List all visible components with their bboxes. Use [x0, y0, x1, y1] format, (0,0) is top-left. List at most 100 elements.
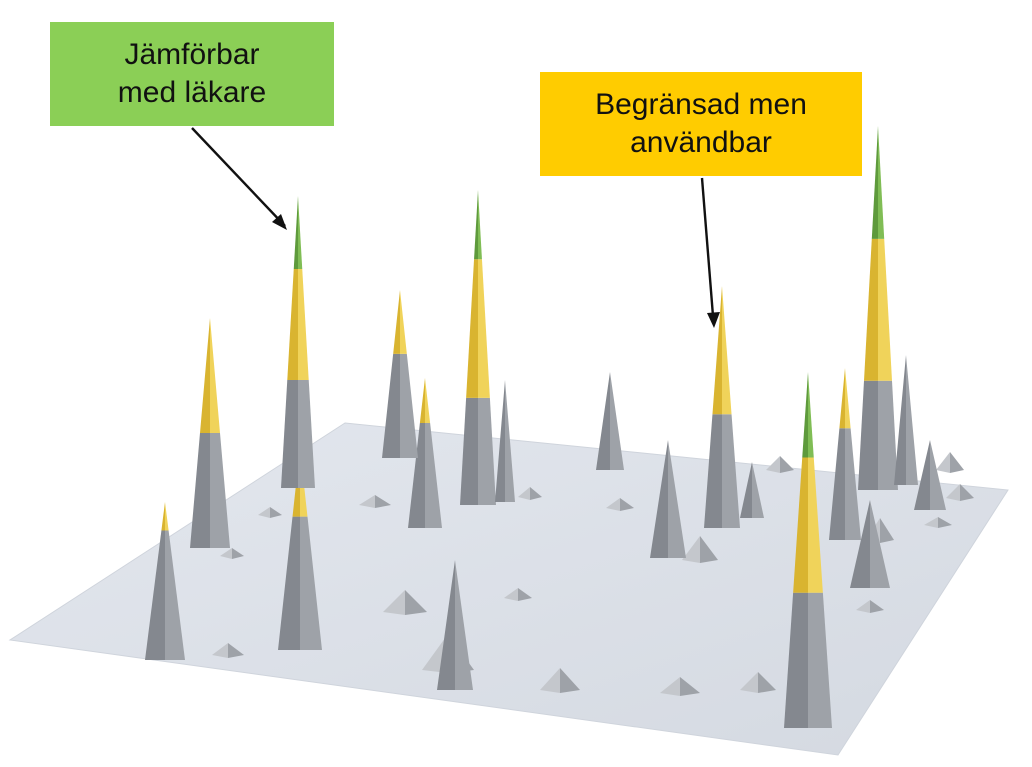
spike-gray-band-left [858, 380, 878, 490]
spike-yellow-band-left [393, 290, 400, 354]
bump-left-face [220, 548, 232, 559]
spike-gray-band-left [914, 440, 930, 510]
spike-green-band-left [293, 196, 298, 269]
spike-gray-band-right [165, 530, 185, 660]
spike-yellow-band-left [200, 318, 210, 433]
spike-gray-band-right [878, 380, 898, 490]
arrow-green-line [191, 127, 286, 227]
bump-left-face [660, 677, 680, 696]
spike-gray-band-right [906, 355, 918, 485]
spike-gray-band-left [437, 560, 455, 690]
spike-gray-band-left [650, 440, 668, 558]
spike-gray-band-right [668, 440, 686, 558]
spike-gray-band-right [400, 353, 418, 458]
bump-left-face [258, 507, 270, 518]
bump-left-face [504, 588, 518, 601]
bump-right-face [530, 487, 542, 500]
bump-left-face [212, 643, 228, 658]
spike-yellow-band-right [165, 502, 169, 531]
spike-yellow-band-left [864, 238, 878, 381]
spike-gray-band-left [281, 379, 298, 488]
bump-left-face [946, 484, 960, 501]
spike-green-band-left [474, 190, 478, 260]
spike-gray-band-right [870, 500, 890, 588]
bump-left-face [518, 487, 530, 500]
spike-gray-band-left [495, 380, 505, 502]
bump-right-face [405, 590, 427, 615]
spike-yellow-band-left [839, 368, 845, 429]
spike-gray-band-left [784, 592, 808, 728]
spike-gray-band-left [408, 423, 425, 528]
spike-gray-band-right [210, 433, 230, 548]
bump-right-face [228, 643, 244, 658]
spike-green-band-right [478, 190, 482, 260]
spike-yellow-band-right [878, 238, 892, 381]
bump-right-face [700, 536, 718, 563]
bump-left-face [936, 452, 950, 473]
spike-yellow-band-left [287, 269, 298, 380]
callout-limited-but-usable: Begränsad men användbar [540, 72, 862, 176]
bump-left-face [606, 498, 620, 511]
spike-yellow-band-right [478, 259, 490, 398]
spike-yellow-band-right [425, 378, 431, 423]
spike-gray-band-right [930, 440, 946, 510]
spike-green-band-left [802, 372, 808, 458]
spike-gray-band-left [894, 355, 906, 485]
spikes [145, 126, 946, 728]
bump-left-face [924, 517, 938, 528]
spike-gray-band-right [478, 397, 496, 505]
spike-gray-band-left [829, 428, 845, 540]
bump-left-face [856, 600, 870, 613]
spike-yellow-band-right [808, 457, 823, 593]
bump-left-face [383, 590, 405, 615]
spike-gray-band-left [382, 353, 400, 458]
spike-gray-band-left [596, 372, 610, 470]
bump-right-face [780, 456, 794, 473]
spike-yellow-band-right [722, 286, 732, 415]
arrow-green-head [272, 214, 287, 230]
spike-gray-band-left [850, 500, 870, 588]
bump-right-face [232, 548, 244, 559]
bump-right-face [960, 484, 974, 501]
spike-gray-band-left [190, 433, 210, 548]
spike-gray-band-right [300, 516, 322, 650]
arrow-yellow-line [700, 177, 715, 317]
spike-yellow-band-right [298, 269, 309, 380]
spike-gray-band-right [845, 428, 861, 540]
callout-comparable-to-doctors: Jämförbar med läkare [50, 22, 334, 126]
pointer-arrows [191, 127, 720, 328]
spike-gray-band-left [460, 397, 478, 505]
spike-gray-band-right [505, 380, 515, 502]
spike-yellow-band-left [793, 457, 808, 593]
spike-gray-band-right [425, 423, 442, 528]
spike-yellow-band-right [400, 290, 407, 354]
spike-gray-band-right [610, 372, 624, 470]
bump-right-face [270, 507, 282, 518]
spike-gray-band-right [298, 379, 315, 488]
spike-green-band-right [878, 126, 885, 239]
spike-yellow-band-left [466, 259, 478, 398]
spike-green-band-right [808, 372, 814, 458]
spike-yellow-band-left [712, 286, 722, 415]
small-bumps [212, 452, 974, 696]
spike-gray-band-left [704, 414, 722, 528]
bump-left-face [766, 456, 780, 473]
bump-right-face [620, 498, 634, 511]
spike-yellow-band-right [210, 318, 220, 433]
bump-left-face [740, 672, 758, 693]
spike-gray-band-left [278, 516, 300, 650]
bump-right-face [938, 517, 952, 528]
bump-right-face [758, 672, 776, 693]
bump-left-face [540, 668, 560, 693]
spike-gray-band-right [808, 592, 832, 728]
spike-gray-band-left [740, 462, 752, 518]
bump-right-face [680, 677, 700, 696]
spike-green-band-right [298, 196, 303, 269]
spike-green-band-left [871, 126, 878, 239]
spike-yellow-band-right [845, 368, 851, 429]
arrow-yellow-head [707, 312, 720, 328]
bump-right-face [870, 600, 884, 613]
bump-left-face [359, 495, 375, 508]
spike-yellow-band-left [419, 378, 425, 423]
